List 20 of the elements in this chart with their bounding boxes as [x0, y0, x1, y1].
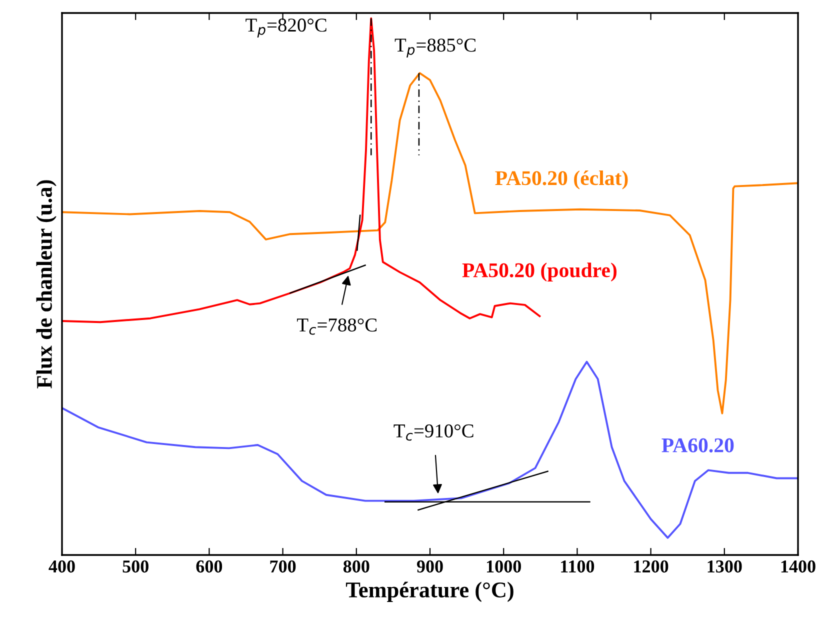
x-tick-label: 1000 [486, 560, 521, 573]
x-tick-label: 1400 [781, 560, 816, 573]
annotation: T$_{c}$=788°C [297, 318, 377, 335]
annotation: T$_{c}$=910°C [394, 424, 474, 441]
x-axis-title: Température (°C) [346, 582, 514, 602]
x-tick-label: 1200 [634, 560, 668, 573]
series-label: PA50.20 (poudre) [462, 262, 616, 282]
x-tick-label: 700 [270, 560, 296, 573]
annotation: T$_{p}$=820°C [246, 18, 326, 38]
x-tick-label: 1100 [561, 560, 594, 573]
series-label: PA50.20 (éclat) [495, 170, 628, 190]
x-tick-label: 600 [196, 560, 222, 573]
x-tick-label: 400 [48, 560, 75, 573]
x-tick-label: 500 [122, 560, 148, 573]
y-axis-title: Flux de chanleur (u.a) [36, 180, 56, 388]
x-tick-label: 900 [416, 560, 443, 573]
x-tick-label: 1300 [708, 560, 742, 573]
series-label: PA60.20 [662, 438, 734, 452]
annotation: T$_{p}$=885°C [394, 38, 476, 58]
x-tick-label: 800 [343, 560, 370, 573]
